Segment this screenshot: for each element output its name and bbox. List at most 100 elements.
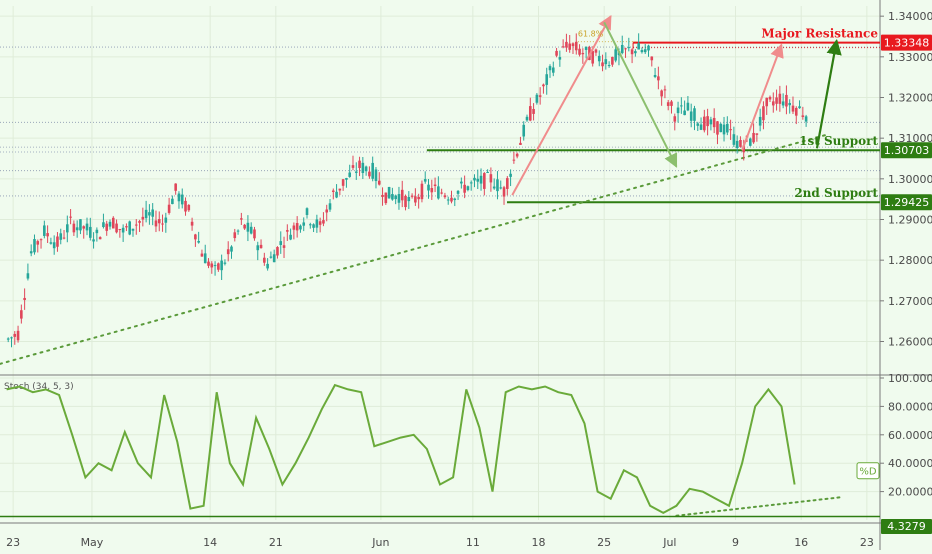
candle-body	[88, 226, 92, 238]
candle-body	[473, 177, 476, 181]
level-label-0: Major Resistance	[761, 27, 878, 41]
candle-body	[722, 124, 726, 135]
candle-body	[407, 196, 411, 202]
candle-body	[404, 195, 407, 208]
candle-body	[217, 263, 220, 270]
candle-body	[305, 208, 309, 215]
candle-body	[108, 221, 112, 227]
candle-body	[614, 49, 617, 61]
projection-arrows-layer	[511, 14, 842, 196]
labels-layer: Major Resistance 1.33348 1st Support 1.3070…	[578, 27, 932, 211]
candle-body	[670, 101, 673, 106]
candle-body	[558, 57, 562, 60]
candle-body	[716, 121, 719, 135]
candle-body	[43, 225, 46, 236]
time-tick-label: 9	[732, 536, 739, 549]
candle-body	[210, 263, 214, 268]
candle-body	[52, 242, 56, 249]
candle-body	[23, 297, 26, 301]
candle-body	[381, 194, 384, 197]
time-tick-label: May	[81, 536, 104, 549]
candle-body	[348, 172, 352, 177]
candle-body	[331, 190, 335, 192]
candle-body	[269, 256, 273, 258]
candle-body	[469, 182, 473, 184]
candle-body	[226, 249, 230, 255]
candle-body	[568, 43, 572, 50]
candle-body	[286, 230, 289, 232]
candle-body	[335, 191, 338, 198]
candle-body	[542, 84, 545, 87]
candle-body	[680, 105, 683, 107]
candle-body	[785, 94, 788, 107]
candle-body	[601, 62, 604, 67]
candle-body	[361, 162, 365, 174]
candle-body	[666, 102, 670, 106]
candle-body	[69, 216, 72, 218]
candle-body	[538, 95, 542, 97]
candle-body	[207, 261, 210, 266]
stochastic-trendline	[675, 496, 842, 517]
candle-body	[354, 171, 358, 173]
candle-body	[20, 310, 23, 319]
candle-body	[62, 237, 66, 239]
candle-body	[699, 124, 703, 130]
fib-level-label: 61.8%	[578, 30, 604, 39]
stoch-tick-label: 40.0000	[888, 457, 932, 470]
candle-body	[607, 65, 611, 67]
candle-body	[801, 115, 805, 117]
candle-body	[121, 227, 125, 233]
candle-body	[739, 139, 742, 147]
candle-body	[371, 162, 374, 179]
candle-body	[466, 186, 470, 191]
candle-body	[492, 186, 496, 189]
candle-body	[591, 51, 594, 64]
candle-body	[794, 107, 798, 116]
candle-body	[581, 52, 585, 55]
candle-body	[729, 129, 732, 131]
candle-body	[479, 175, 483, 184]
candle-body	[200, 253, 204, 257]
candle-body	[397, 194, 401, 203]
candle-body	[627, 47, 631, 49]
candle-body	[522, 124, 526, 137]
candle-body	[328, 203, 332, 210]
candle-body	[660, 90, 663, 97]
candle-body	[377, 180, 381, 185]
candle-body	[693, 108, 696, 121]
candle-body	[125, 226, 128, 228]
candle-body	[66, 224, 69, 233]
candle-body	[532, 108, 535, 114]
time-tick-label: 16	[794, 536, 808, 549]
price-tick-label: 1.29000	[888, 214, 932, 227]
price-tick-label: 1.34000	[888, 10, 932, 23]
candle-body	[374, 169, 378, 182]
candle-body	[75, 227, 79, 231]
time-tick-label: Jul	[662, 536, 676, 549]
candle-body	[246, 222, 250, 232]
candle-body	[56, 236, 59, 247]
candle-body	[502, 187, 506, 197]
candle-body	[414, 196, 417, 203]
candle-body	[243, 224, 246, 229]
time-tick-label: 23	[860, 536, 874, 549]
candle-body	[39, 239, 43, 241]
candle-body	[26, 273, 30, 279]
candle-body	[240, 218, 243, 220]
candle-body	[423, 179, 427, 182]
candle-body	[650, 56, 654, 61]
candle-body	[446, 199, 450, 201]
candle-body	[499, 187, 503, 189]
candle-body	[13, 333, 17, 337]
candle-body	[657, 76, 660, 81]
candle-body	[59, 233, 63, 240]
candle-body	[167, 204, 171, 213]
candle-body	[138, 221, 141, 223]
candle-body	[611, 56, 614, 65]
candle-body	[6, 338, 10, 340]
stochastic-d-line	[6, 383, 796, 515]
candle-body	[703, 116, 706, 131]
candle-body	[528, 106, 532, 121]
candle-body	[223, 262, 227, 264]
candle-body	[719, 123, 723, 133]
